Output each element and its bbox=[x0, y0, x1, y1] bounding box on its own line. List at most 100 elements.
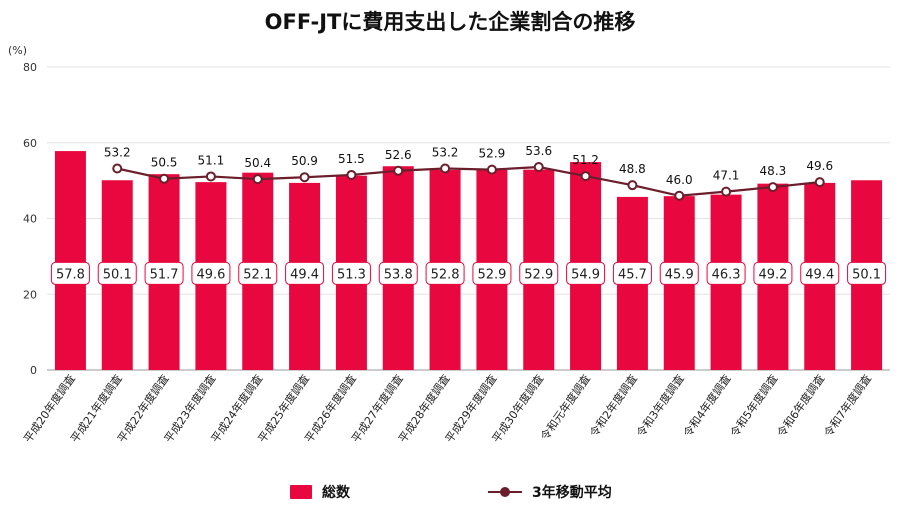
legend-line-swatch bbox=[488, 486, 522, 498]
bar-value-box bbox=[659, 261, 699, 285]
moving-average-label: 52.9 bbox=[479, 147, 506, 161]
chart-legend: 総数 3年移動平均 bbox=[0, 482, 900, 504]
moving-average-label: 48.8 bbox=[619, 162, 646, 176]
bar-value-box bbox=[97, 261, 137, 285]
x-tick-label: 令和3年度調査 bbox=[633, 372, 686, 440]
bar-value-box bbox=[144, 261, 184, 285]
x-tick-label: 平成28年度調査 bbox=[395, 372, 452, 446]
moving-average-point bbox=[159, 173, 170, 184]
moving-average-label: 53.2 bbox=[432, 146, 459, 160]
bar-value-label: 49.6 bbox=[196, 267, 225, 282]
bar-value-label: 45.7 bbox=[618, 267, 647, 282]
x-tick-label: 令和6年度調査 bbox=[774, 372, 827, 440]
bar-value-label: 52.9 bbox=[524, 267, 553, 282]
y-tick-label: 20 bbox=[23, 288, 37, 301]
moving-average-label: 49.6 bbox=[806, 159, 833, 173]
moving-average-label: 48.3 bbox=[760, 164, 787, 178]
moving-average-point bbox=[721, 186, 732, 197]
x-tick-label: 平成20年度調査 bbox=[21, 372, 78, 446]
bar-value-label: 51.7 bbox=[150, 267, 179, 282]
y-tick-label: 80 bbox=[23, 61, 37, 74]
moving-average-point bbox=[767, 182, 778, 193]
x-tick-label: 平成30年度調査 bbox=[489, 372, 546, 446]
x-tick-label: 平成24年度調査 bbox=[208, 372, 265, 446]
x-tick-label: 平成21年度調査 bbox=[67, 372, 124, 446]
bar-value-box bbox=[519, 261, 559, 285]
bar-value-label: 52.9 bbox=[477, 267, 506, 282]
x-tick-label: 平成29年度調査 bbox=[442, 372, 499, 446]
bar-value-box bbox=[425, 261, 465, 285]
bar-value-label: 57.8 bbox=[56, 267, 85, 282]
y-tick-label: 40 bbox=[23, 213, 37, 226]
moving-average-point bbox=[205, 171, 216, 182]
bar-value-label: 46.3 bbox=[712, 267, 741, 282]
x-tick-label: 平成27年度調査 bbox=[348, 372, 405, 446]
x-tick-label: 令和4年度調査 bbox=[680, 372, 733, 440]
moving-average-point bbox=[393, 165, 404, 176]
bar-value-box bbox=[612, 261, 652, 285]
bar-value-box bbox=[238, 261, 278, 285]
bar-value-box bbox=[566, 261, 606, 285]
bar-value-box bbox=[285, 261, 325, 285]
legend-item-line: 3年移動平均 bbox=[488, 482, 612, 502]
moving-average-point bbox=[674, 190, 685, 201]
bar-value-box bbox=[706, 261, 746, 285]
moving-average-point bbox=[533, 161, 544, 172]
moving-average-label: 52.6 bbox=[385, 148, 412, 162]
moving-average-label: 50.4 bbox=[244, 156, 271, 170]
x-tick-label: 令和2年度調査 bbox=[587, 372, 640, 440]
bar-value-label: 51.3 bbox=[337, 267, 366, 282]
moving-average-line bbox=[117, 165, 820, 197]
y-tick-label: 0 bbox=[30, 364, 37, 377]
y-axis-unit: (%) bbox=[8, 44, 28, 57]
bar-value-label: 49.4 bbox=[805, 267, 834, 282]
moving-average-point bbox=[346, 169, 357, 180]
moving-average-label: 53.2 bbox=[104, 146, 131, 160]
legend-bar-label: 総数 bbox=[322, 485, 350, 501]
x-tick-label: 令和元年度調査 bbox=[537, 372, 593, 443]
bar-value-label: 45.9 bbox=[665, 267, 694, 282]
chart-plot: 0 20 40 60 80 57.8 50.1 51.7 49.6 52.1 49.4 51.3 53.… bbox=[21, 61, 890, 446]
x-tick-label: 平成26年度調査 bbox=[302, 372, 359, 446]
bar-value-box bbox=[191, 261, 231, 285]
bar-value-label: 54.9 bbox=[571, 267, 600, 282]
moving-average-label: 51.2 bbox=[572, 153, 599, 167]
bar-value-label: 52.8 bbox=[431, 267, 460, 282]
moving-average-point bbox=[252, 174, 263, 185]
chart-title: OFF-JTに費用支出した企業割合の推移 bbox=[264, 10, 636, 34]
bar-value-label: 52.1 bbox=[243, 267, 272, 282]
moving-average-label: 46.0 bbox=[666, 173, 693, 187]
moving-average-label: 53.6 bbox=[525, 144, 552, 158]
moving-average-label: 51.1 bbox=[198, 153, 225, 167]
moving-average-point bbox=[627, 180, 638, 191]
bar-value-label: 53.8 bbox=[384, 267, 413, 282]
bar-value-label: 50.1 bbox=[103, 267, 132, 282]
legend-line-label: 3年移動平均 bbox=[532, 485, 612, 501]
moving-average-point bbox=[440, 163, 451, 174]
x-tick-label: 平成23年度調査 bbox=[161, 372, 218, 446]
legend-bar-swatch bbox=[290, 485, 312, 499]
moving-average-point bbox=[486, 164, 497, 175]
moving-average-point bbox=[299, 172, 310, 183]
moving-average-label: 51.5 bbox=[338, 152, 365, 166]
legend-item-bar: 総数 bbox=[290, 482, 350, 502]
y-tick-label: 60 bbox=[23, 137, 37, 150]
moving-average-label: 50.5 bbox=[151, 156, 178, 170]
x-tick-label: 令和5年度調査 bbox=[727, 372, 780, 440]
moving-average-label: 50.9 bbox=[291, 154, 318, 168]
bar-value-box bbox=[331, 261, 371, 285]
moving-average-point bbox=[112, 163, 123, 174]
bar-value-box bbox=[847, 261, 887, 285]
bar-value-box bbox=[50, 261, 90, 285]
bar-value-box bbox=[472, 261, 512, 285]
x-tick-label: 平成22年度調査 bbox=[114, 372, 171, 446]
x-tick-label: 平成25年度調査 bbox=[255, 372, 312, 446]
bar-value-label: 49.4 bbox=[290, 267, 319, 282]
bar-value-box bbox=[753, 261, 793, 285]
x-tick-label: 令和7年度調査 bbox=[821, 372, 874, 440]
bar-value-label: 49.2 bbox=[758, 267, 787, 282]
moving-average-point bbox=[580, 171, 591, 182]
moving-average-point bbox=[814, 177, 825, 188]
bar-value-label: 50.1 bbox=[852, 267, 881, 282]
bar-value-box bbox=[800, 261, 840, 285]
